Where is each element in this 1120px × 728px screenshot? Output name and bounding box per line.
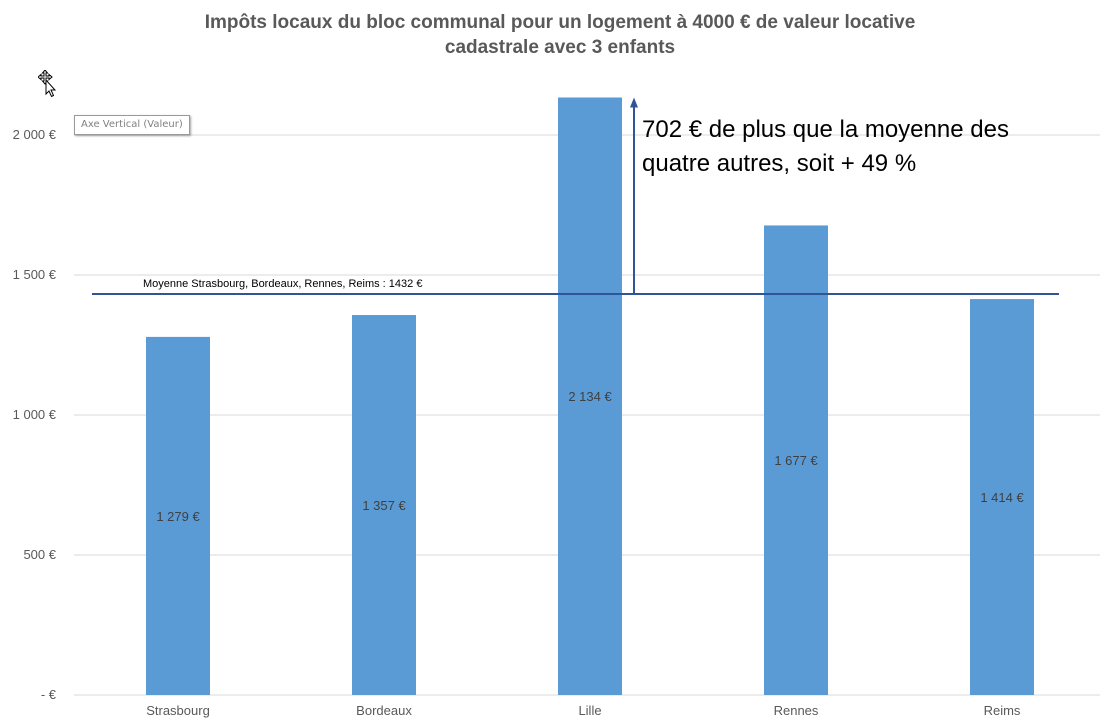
x-tick-label: Lille — [578, 703, 601, 718]
move-cursor-icon — [37, 69, 58, 103]
x-tick-label: Bordeaux — [356, 703, 412, 718]
chart-title-line-1: Impôts locaux du bloc communal pour un l… — [204, 12, 916, 33]
data-label: 1 677 € — [774, 453, 818, 468]
y-tick-label: - € — [41, 687, 57, 702]
data-label: 1 414 € — [980, 490, 1024, 505]
data-label: 1 357 € — [362, 498, 406, 513]
bar — [352, 315, 416, 695]
axis-tooltip: Axe Vertical (Valeur) — [74, 115, 190, 135]
chart-title: Impôts locaux du bloc communal pour un l… — [0, 10, 1120, 60]
y-tick-label: 1 500 € — [13, 267, 57, 282]
data-label: 1 279 € — [156, 509, 200, 524]
annotation-arrow-head — [630, 97, 638, 108]
annotation-text: 702 € de plus que la moyenne des quatre … — [642, 116, 1009, 177]
bar — [558, 97, 622, 696]
chart-title-line-2: cadastrale avec 3 enfants — [444, 37, 676, 58]
y-tick-label: 500 € — [23, 547, 56, 562]
x-tick-label: Rennes — [774, 703, 819, 718]
bar — [970, 299, 1034, 695]
data-label: 2 134 € — [568, 389, 612, 404]
y-tick-label: 2 000 € — [13, 127, 57, 142]
x-tick-label: Reims — [984, 703, 1021, 718]
x-tick-label: Strasbourg — [146, 703, 210, 718]
bar — [764, 225, 828, 695]
bar — [146, 336, 210, 695]
y-tick-label: 1 000 € — [13, 407, 57, 422]
average-line-label: Moyenne Strasbourg, Bordeaux, Rennes, Re… — [143, 278, 422, 290]
